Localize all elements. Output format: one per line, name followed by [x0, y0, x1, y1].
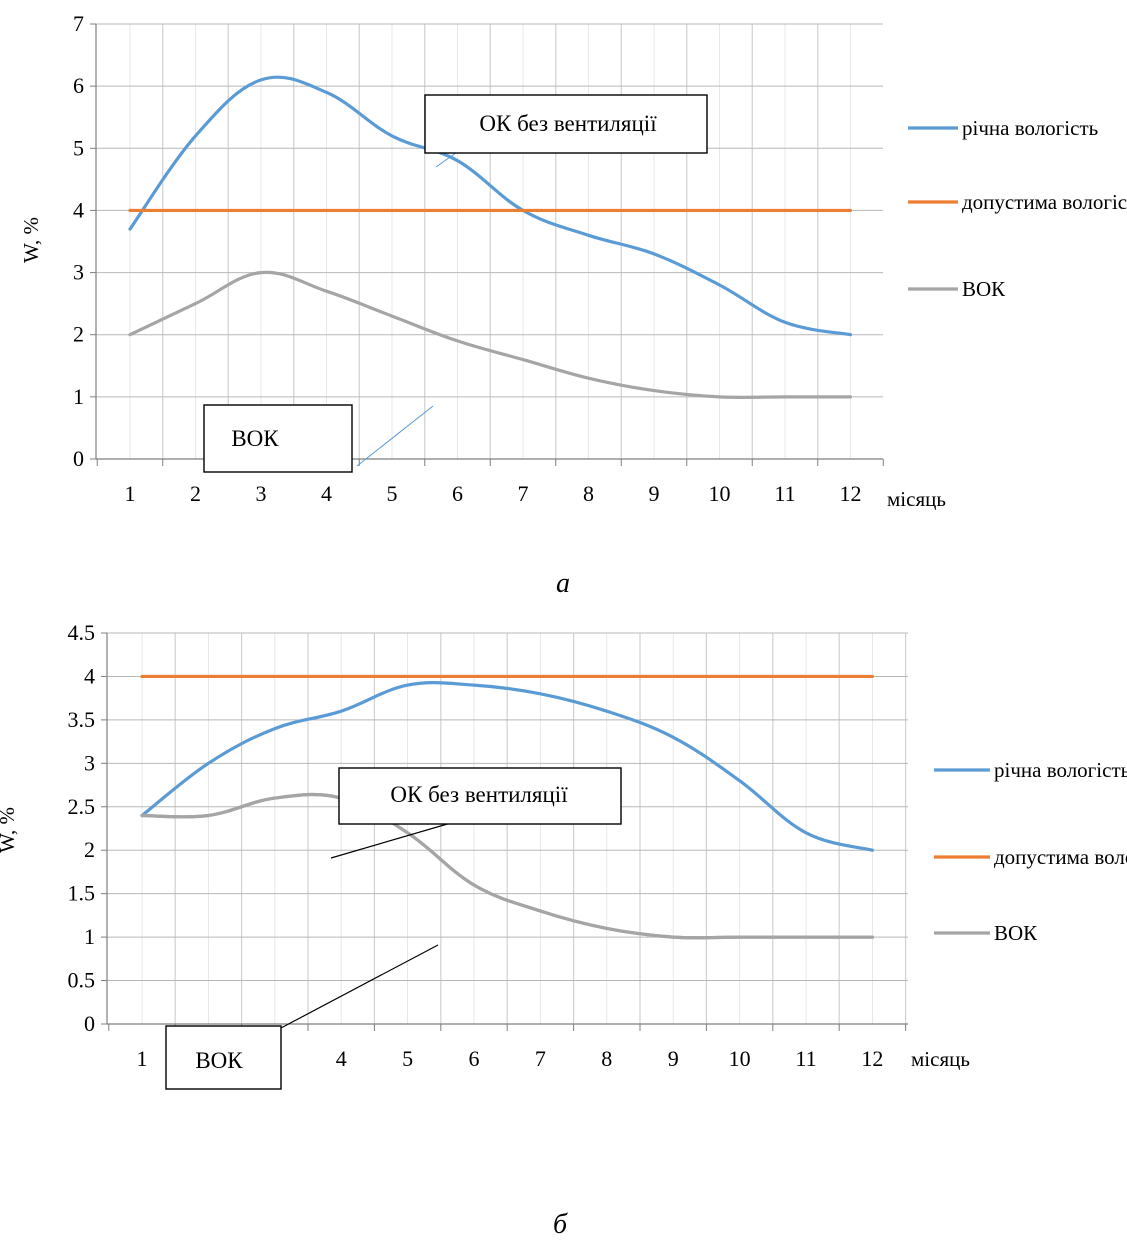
- chart-2-xtick-label: 9: [668, 1046, 679, 1071]
- chart-1-xtick-label: 7: [518, 481, 529, 506]
- chart-2-xtick-label: 7: [535, 1046, 546, 1071]
- chart-1-y-axis-title: W, %: [19, 217, 43, 263]
- chart-2-ytick-label: 3.5: [68, 707, 96, 732]
- chart-2-ytick-label: 1.5: [68, 881, 96, 906]
- chart-2-series-4-line: [140, 792, 874, 940]
- chart-2-annotation-leader-2: [280, 944, 439, 1029]
- chart-2-annotation-text-2: ВОК: [195, 1048, 243, 1073]
- chart-1-xtick-label: 6: [452, 481, 463, 506]
- chart-1-ytick-label: 7: [73, 11, 84, 36]
- chart-1-xtick-label: 10: [709, 481, 731, 506]
- chart-1-series-1-line: [128, 75, 853, 337]
- chart-2-ytick-label: 1: [84, 924, 95, 949]
- chart-1-ytick-label: 3: [73, 260, 84, 285]
- chart-2-legend-label-3: ВОК: [994, 921, 1038, 945]
- chart-2-xtick-label: 11: [795, 1046, 816, 1071]
- chart-1-annotation-box-1: [424, 94, 708, 154]
- chart-1-xtick-label: 3: [256, 481, 267, 506]
- chart-2-ytick-label: 4: [84, 663, 95, 688]
- chart-2-ytick-label: 3: [84, 750, 95, 775]
- chart-1-xtick-label: 4: [321, 481, 332, 506]
- chart-1-legend-label-3: ВОК: [962, 277, 1006, 301]
- chart-1-annotation-box-2: [203, 404, 353, 473]
- chart-1-xtick-label: 9: [649, 481, 660, 506]
- chart-1-ytick-label: 2: [73, 322, 84, 347]
- chart-2-ytick-label: 4.5: [68, 620, 96, 645]
- chart-2-xtick-label: 8: [601, 1046, 612, 1071]
- chart-2-legend-label-2: допустима вологість: [994, 845, 1127, 869]
- chart-1-ytick-label: 1: [73, 384, 84, 409]
- chart-2-ytick-label: 2: [84, 837, 95, 862]
- chart-1-xtick-label: 8: [583, 481, 594, 506]
- chart-2-xtick-label: 12: [861, 1046, 883, 1071]
- chart-1-xtick-label: 1: [125, 481, 136, 506]
- chart-2-xtick-label: 1: [137, 1046, 148, 1071]
- chart-1-annotation-text-1: ОК без вентиляції: [479, 111, 657, 136]
- chart-1-x-axis-title: місяць: [887, 487, 946, 511]
- chart-1-caption: а: [556, 568, 570, 599]
- chart-2-series-1-line: [140, 681, 874, 852]
- chart-2-ytick-label: 0: [84, 1011, 95, 1036]
- chart-2-xtick-label: 4: [336, 1046, 347, 1071]
- chart-1-series-3-line: [128, 270, 853, 399]
- chart-2-xtick-label: 6: [469, 1046, 480, 1071]
- chart-1-legend-label-1: річна вологість: [962, 116, 1098, 140]
- chart-1-xtick-label: 11: [774, 481, 795, 506]
- chart-2-annotation-box-1: [338, 767, 622, 825]
- chart-1-ytick-label: 6: [73, 73, 84, 98]
- chart-1-ytick-label: 4: [73, 197, 84, 222]
- chart-2-caption: б: [553, 1209, 568, 1240]
- chart-1-xtick-label: 2: [190, 481, 201, 506]
- chart-1-ytick-label: 5: [73, 135, 84, 160]
- chart-2-legend-label-1: річна вологість: [994, 758, 1127, 782]
- chart-1-annotation-text-2: ВОК: [231, 426, 279, 451]
- chart-1-xtick-label: 12: [840, 481, 862, 506]
- chart-2-ytick-label: 0.5: [68, 968, 96, 993]
- chart-1-legend-label-2: допустима вологість: [962, 190, 1127, 214]
- chart-2-annotation-box-2: [165, 1025, 282, 1090]
- chart-2-xtick-label: 5: [402, 1046, 413, 1071]
- chart-2-y-axis-title: W, %: [0, 807, 19, 853]
- chart-1-ytick-label: 0: [73, 446, 84, 471]
- chart-2-xtick-label: 10: [729, 1046, 751, 1071]
- chart-1-xtick-label: 5: [387, 481, 398, 506]
- chart-1-annotation-leader-2: [356, 405, 434, 467]
- chart-2-annotation-text-1: ОК без вентиляції: [390, 782, 568, 807]
- chart-2-ytick-label: 2.5: [68, 794, 96, 819]
- chart-2-x-axis-title: місяць: [911, 1047, 970, 1071]
